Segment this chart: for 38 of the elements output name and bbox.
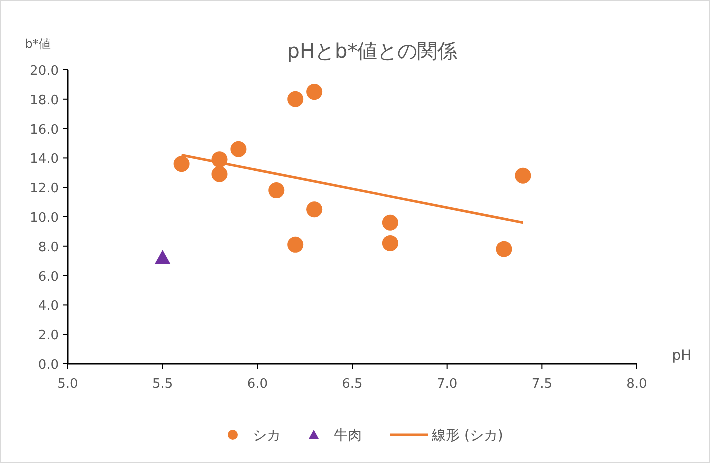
point [212,152,228,168]
y-tick-label: 14.0 [30,152,59,168]
x-tick-label: 7.5 [532,377,553,392]
y-tick-label: 0.0 [38,358,59,373]
y-tick-label: 10.0 [30,211,59,226]
point [288,91,304,108]
y-tick-label: 8.0 [38,240,59,256]
y-tick-label: 12.0 [30,182,59,197]
point [382,235,398,252]
legend-label: シカ [253,428,281,444]
y-tick-label: 4.0 [38,299,59,314]
x-tick-label: 6.5 [342,377,363,392]
x-axis-title: pH [672,348,692,364]
point [515,168,532,184]
point [306,202,323,218]
y-tick-label: 6.0 [38,270,59,285]
point [230,141,247,158]
x-tick-label: 5.0 [58,377,78,392]
chart-title: pHとb*値との関係 [287,39,458,63]
point [382,214,398,231]
point [496,241,512,258]
y-tick-label: 2.0 [38,328,59,344]
point [174,156,190,172]
y-tick-label: 20.0 [30,64,59,79]
point [306,84,323,100]
x-tick-label: 5.5 [152,377,174,392]
point [288,236,304,253]
legend-label: 牛肉 [334,428,362,444]
legend-label: 線形 (シカ) [431,428,504,444]
y-tick-label: 18.0 [30,93,59,108]
point [268,182,285,199]
x-tick-label: 7.0 [436,377,458,392]
x-tick-label: 6.0 [247,377,268,392]
point [212,166,228,182]
x-tick-label: 8.0 [626,377,648,392]
y-axis-title: b*値 [25,37,51,51]
y-tick-label: 16.0 [30,122,59,138]
point [154,250,171,265]
